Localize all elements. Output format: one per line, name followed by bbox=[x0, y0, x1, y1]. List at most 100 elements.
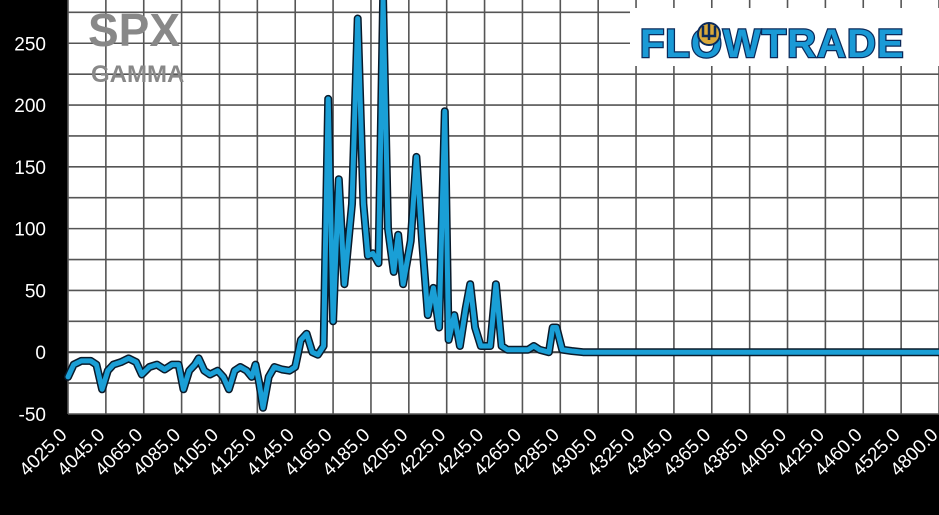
data-point bbox=[310, 350, 315, 355]
data-point bbox=[350, 201, 354, 206]
data-point bbox=[253, 362, 258, 367]
data-point bbox=[280, 367, 284, 372]
data-point bbox=[293, 365, 298, 369]
data-point bbox=[326, 96, 331, 101]
data-point bbox=[261, 405, 265, 410]
data-point bbox=[272, 365, 277, 369]
data-point bbox=[111, 362, 116, 367]
chart-subtitle: GAMMA bbox=[91, 61, 184, 88]
data-point bbox=[370, 251, 375, 256]
data-point bbox=[155, 362, 159, 367]
data-point bbox=[391, 269, 396, 274]
logo-text: FLOWTRADE bbox=[640, 22, 905, 66]
data-point bbox=[560, 347, 565, 352]
data-point bbox=[105, 368, 110, 373]
data-point bbox=[221, 374, 226, 379]
data-point bbox=[488, 344, 493, 348]
data-point bbox=[238, 365, 243, 369]
data-point bbox=[139, 372, 144, 377]
data-point bbox=[147, 365, 152, 369]
y-tick-label: 200 bbox=[14, 96, 46, 117]
data-point bbox=[554, 325, 559, 330]
data-point bbox=[365, 253, 370, 258]
data-point bbox=[181, 387, 186, 392]
data-point bbox=[196, 356, 201, 361]
data-point bbox=[355, 16, 360, 21]
data-point bbox=[215, 368, 220, 373]
data-point bbox=[249, 374, 254, 379]
data-point bbox=[192, 362, 197, 367]
data-point bbox=[79, 358, 84, 363]
chart-title: SPX bbox=[88, 4, 180, 56]
data-point bbox=[71, 362, 76, 367]
data-point bbox=[425, 313, 430, 318]
data-point bbox=[381, 0, 386, 2]
y-tick-label: 0 bbox=[35, 343, 46, 364]
data-point bbox=[499, 344, 504, 348]
data-point bbox=[88, 358, 93, 363]
data-point bbox=[473, 325, 478, 330]
data-point bbox=[457, 344, 462, 348]
data-point bbox=[126, 356, 131, 361]
data-point bbox=[208, 372, 212, 377]
data-point bbox=[170, 362, 175, 367]
data-point bbox=[581, 350, 585, 355]
data-point bbox=[336, 177, 341, 182]
data-point bbox=[478, 344, 483, 348]
data-point bbox=[437, 325, 442, 330]
data-point bbox=[526, 347, 531, 352]
data-point bbox=[452, 313, 457, 318]
data-point bbox=[468, 282, 473, 287]
data-point bbox=[414, 154, 419, 159]
data-point bbox=[401, 282, 406, 287]
data-point bbox=[396, 232, 401, 237]
series-layer bbox=[64, 0, 939, 412]
data-point bbox=[298, 337, 303, 342]
data-point bbox=[162, 367, 167, 372]
data-point bbox=[342, 282, 347, 287]
data-point bbox=[569, 349, 574, 353]
data-point bbox=[484, 344, 489, 348]
data-point bbox=[420, 239, 425, 243]
data-point bbox=[511, 347, 515, 352]
data-point bbox=[546, 350, 551, 355]
logo: FLOWTRADE bbox=[630, 8, 939, 67]
trident-icon bbox=[697, 22, 721, 46]
data-point bbox=[376, 261, 381, 266]
data-point bbox=[187, 368, 192, 373]
data-point bbox=[202, 368, 207, 373]
data-point bbox=[550, 325, 555, 330]
data-point bbox=[634, 350, 638, 355]
data-point bbox=[257, 381, 262, 386]
data-point bbox=[287, 368, 292, 373]
data-point bbox=[100, 387, 105, 392]
data-point bbox=[232, 368, 237, 373]
y-tick-label: -50 bbox=[19, 405, 46, 426]
data-point bbox=[361, 201, 366, 206]
data-point bbox=[431, 285, 436, 290]
data-point bbox=[119, 360, 123, 365]
data-point bbox=[493, 282, 498, 287]
data-point bbox=[747, 350, 752, 355]
x-axis: 4025.04045.04065.04085.04105.04125.04145… bbox=[16, 425, 939, 481]
y-axis: -50 0 50 100 150 200 250 bbox=[14, 34, 46, 426]
data-point bbox=[315, 352, 320, 357]
y-tick-label: 150 bbox=[14, 158, 46, 179]
data-point bbox=[446, 337, 451, 342]
data-point bbox=[66, 374, 70, 379]
data-point bbox=[537, 347, 542, 352]
data-point bbox=[463, 307, 468, 311]
data-point bbox=[520, 347, 525, 352]
y-tick-label: 100 bbox=[14, 220, 46, 241]
data-point bbox=[134, 360, 139, 365]
data-point bbox=[266, 374, 271, 379]
data-point bbox=[386, 226, 390, 231]
y-tick-label: 250 bbox=[14, 34, 46, 55]
data-point bbox=[505, 347, 510, 352]
data-point bbox=[321, 344, 326, 348]
y-tick-label: 50 bbox=[25, 281, 46, 302]
data-point bbox=[596, 350, 601, 355]
data-point bbox=[94, 362, 99, 367]
data-point bbox=[176, 362, 181, 367]
